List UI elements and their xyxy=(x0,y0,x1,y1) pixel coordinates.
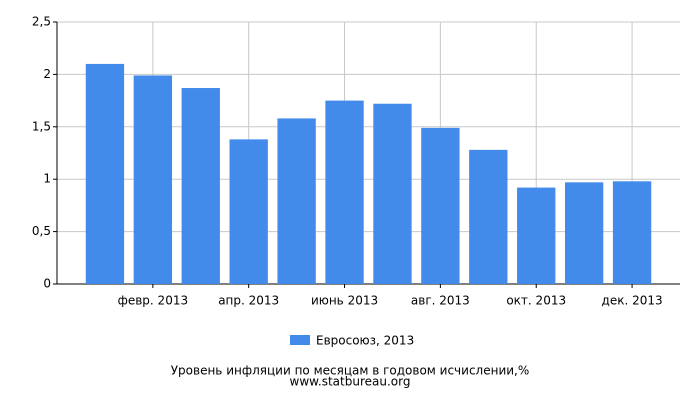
y-tick-label: 2 xyxy=(43,67,51,81)
bar xyxy=(181,88,220,284)
y-tick-label: 0,5 xyxy=(32,224,51,238)
bar xyxy=(325,100,364,284)
legend-label: Евросоюз, 2013 xyxy=(316,334,414,348)
bar xyxy=(85,63,125,284)
bar xyxy=(277,118,316,284)
y-tick-label: 0 xyxy=(43,277,51,291)
y-tick-label: 2,5 xyxy=(32,15,51,29)
legend-swatch xyxy=(290,335,310,345)
y-tick-label: 1 xyxy=(43,172,51,186)
bar xyxy=(469,149,508,284)
bar xyxy=(564,182,604,284)
x-tick-label: окт. 2013 xyxy=(506,294,566,308)
bar xyxy=(373,103,412,284)
bar xyxy=(133,75,173,284)
x-tick-label: авг. 2013 xyxy=(411,294,470,308)
bar xyxy=(229,139,268,284)
bar xyxy=(612,181,652,284)
bar xyxy=(421,127,460,285)
x-tick-label: февр. 2013 xyxy=(118,294,189,308)
bar xyxy=(517,187,556,284)
x-tick-label: июнь 2013 xyxy=(311,294,378,308)
x-tick-label: апр. 2013 xyxy=(218,294,279,308)
chart-source: www.statbureau.org xyxy=(290,375,411,389)
chart-title: Уровень инфляции по месяцам в годовом ис… xyxy=(171,364,530,378)
y-tick-label: 1,5 xyxy=(32,119,51,133)
x-tick-label: дек. 2013 xyxy=(602,294,663,308)
